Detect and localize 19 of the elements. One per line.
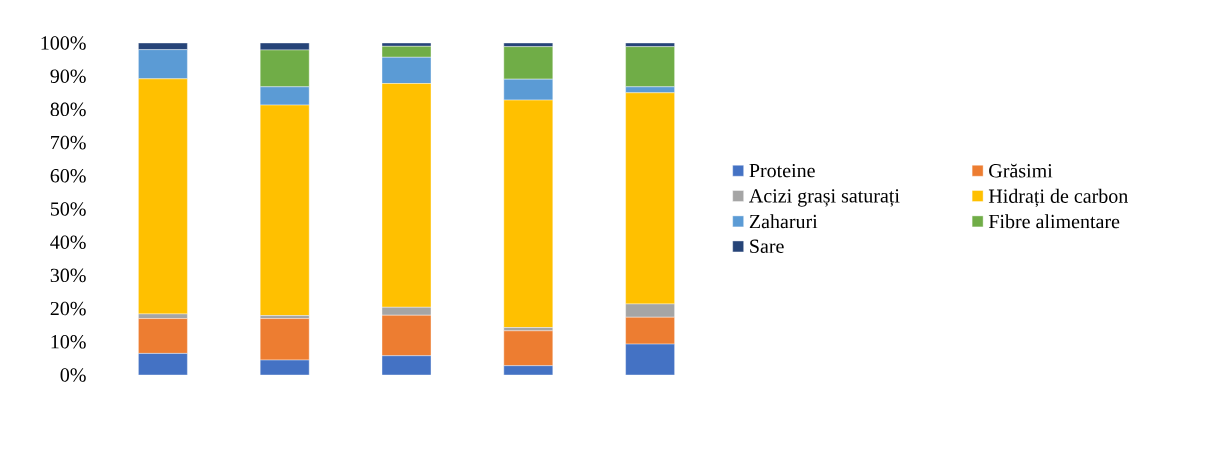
legend-label: Hidrați de carbon bbox=[988, 188, 1128, 207]
y-tick-label: 70% bbox=[51, 135, 86, 150]
y-tick-label: 100% bbox=[41, 36, 86, 50]
y-tick-label: 40% bbox=[50, 235, 86, 249]
legend-label: Sare bbox=[750, 239, 784, 254]
legend-label: Proteine bbox=[749, 163, 815, 178]
legend-label: Zaharuri bbox=[749, 214, 818, 229]
y-tick-label: 80% bbox=[50, 102, 86, 117]
legend-label: Acizi grași saturați bbox=[749, 189, 900, 207]
legend-label: Grăsimi bbox=[989, 163, 1053, 178]
bar bbox=[625, 46, 675, 88]
y-tick-label: 60% bbox=[50, 169, 86, 183]
y-tick-label: 30% bbox=[50, 268, 86, 283]
y-tick-label: 0% bbox=[60, 368, 86, 382]
y-tick-label: 20% bbox=[50, 301, 86, 316]
y-tick-label: 50% bbox=[50, 202, 86, 216]
y-tick-label: 90% bbox=[50, 69, 86, 83]
legend-label: Fibre alimentare bbox=[988, 214, 1120, 229]
y-tick-label: 10% bbox=[51, 335, 86, 349]
